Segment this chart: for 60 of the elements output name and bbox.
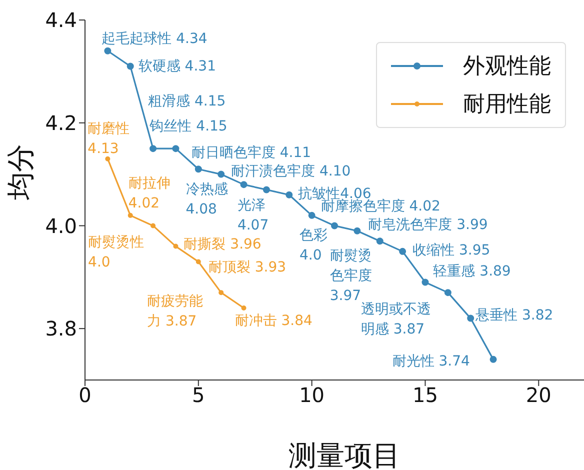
point bbox=[104, 47, 112, 54]
annotation: 耐撕裂 3.96 bbox=[184, 236, 262, 252]
annotation: 耐熨烫性 4.0 bbox=[88, 234, 144, 271]
point bbox=[194, 166, 202, 173]
annotation: 耐磨性 4.13 bbox=[88, 120, 130, 157]
point bbox=[354, 227, 361, 234]
annotation: 钩丝性 4.15 bbox=[148, 118, 228, 135]
y-axis-title: 均分 bbox=[4, 144, 37, 201]
annotation: 轻重感 3.89 bbox=[433, 263, 511, 280]
point bbox=[126, 62, 134, 70]
annotation: 悬垂性 3.82 bbox=[474, 307, 554, 324]
annotation: 耐日晒色牢度 4.11 bbox=[191, 145, 312, 162]
point bbox=[240, 181, 248, 188]
x-tick-label: 0 bbox=[78, 383, 92, 408]
y-tick-label: 4.4 bbox=[45, 8, 77, 32]
x-tick-label: 5 bbox=[192, 383, 205, 408]
point bbox=[399, 248, 406, 255]
point bbox=[172, 145, 180, 152]
annotation: 色彩 4.0 bbox=[300, 228, 328, 264]
point bbox=[218, 290, 224, 296]
annotation: 透明或不透明感 3.87 bbox=[360, 302, 431, 338]
annotation: 收缩性 3.95 bbox=[412, 242, 490, 258]
x-tick-label: 20 bbox=[526, 383, 552, 408]
point bbox=[490, 356, 497, 363]
point bbox=[173, 244, 178, 249]
point bbox=[331, 222, 338, 230]
point bbox=[262, 186, 270, 194]
x-axis-title: 测量项目 bbox=[288, 439, 400, 470]
point bbox=[467, 314, 474, 322]
annotation: 耐顶裂 3.93 bbox=[208, 260, 286, 276]
point bbox=[286, 191, 293, 198]
point bbox=[241, 306, 246, 310]
annotation: 起毛起球性 4.34 bbox=[102, 30, 208, 47]
y-tick-label: 3.8 bbox=[45, 316, 77, 341]
point bbox=[128, 212, 133, 218]
point bbox=[150, 145, 157, 152]
annotation: 耐皂洗色牢度 3.99 bbox=[368, 216, 488, 233]
annotation: 耐光性 3.74 bbox=[392, 353, 470, 370]
legend-label: 外观性能 bbox=[463, 53, 551, 81]
x-tick-label: 15 bbox=[412, 383, 438, 408]
point bbox=[218, 170, 225, 178]
point bbox=[308, 212, 316, 219]
annotation: 冷热感 4.08 bbox=[186, 182, 228, 218]
annotation: 粗滑感 4.15 bbox=[148, 94, 226, 110]
annotation: 耐拉伸 4.02 bbox=[128, 175, 170, 212]
y-tick-label: 4.0 bbox=[45, 214, 77, 238]
point bbox=[376, 238, 384, 245]
annotation: 耐汗渍色牢度 4.10 bbox=[231, 163, 351, 180]
annotation: 软硬感 4.31 bbox=[138, 58, 216, 74]
point bbox=[422, 278, 429, 286]
point bbox=[444, 289, 452, 296]
y-tick-label: 4.2 bbox=[45, 110, 77, 135]
point bbox=[196, 259, 201, 264]
point bbox=[150, 223, 156, 228]
legend-label: 耐用性能 bbox=[463, 91, 551, 119]
annotation: 光泽 4.07 bbox=[237, 198, 269, 234]
annotation: 耐疲劳能力 3.87 bbox=[147, 294, 204, 330]
point bbox=[105, 156, 110, 162]
x-tick-label: 10 bbox=[299, 383, 325, 408]
annotation: 耐冲击 3.84 bbox=[234, 313, 312, 329]
